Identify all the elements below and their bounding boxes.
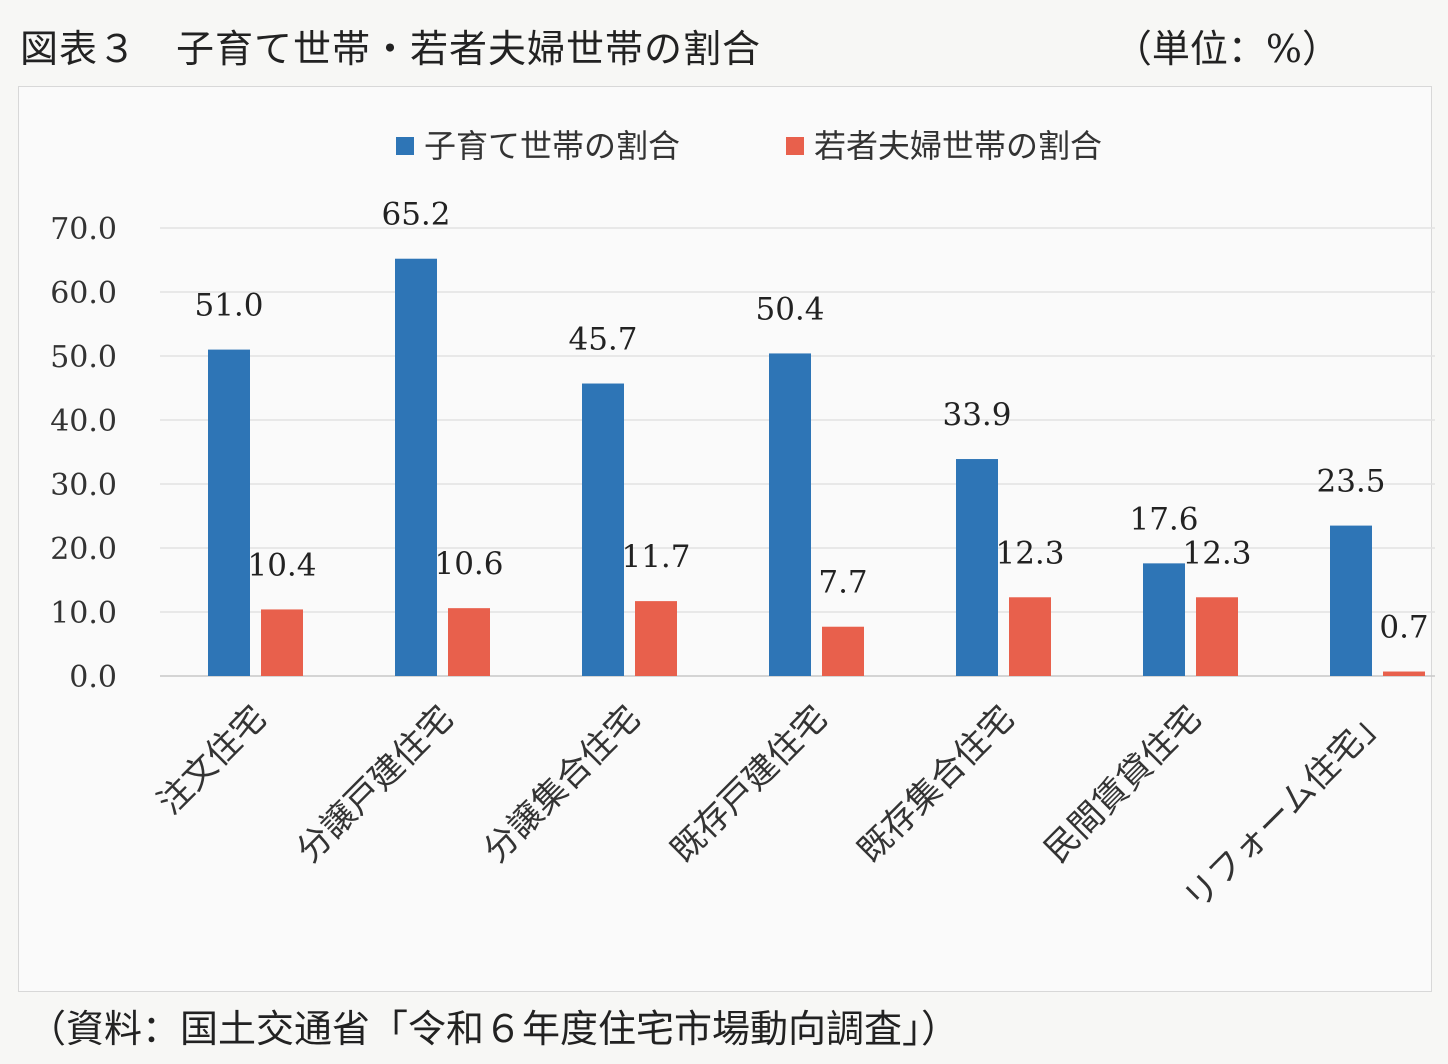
data-label: 17.6 bbox=[1129, 501, 1198, 537]
y-tick-label: 70.0 bbox=[50, 212, 117, 247]
bar-wakamono bbox=[448, 608, 490, 676]
y-tick-label: 10.0 bbox=[50, 596, 117, 631]
data-label: 33.9 bbox=[942, 397, 1011, 433]
x-category-label: リフォーム住宅」 bbox=[1176, 698, 1396, 918]
bar-kosodate bbox=[582, 383, 624, 676]
figure-title: 図表３ 子育て世帯・若者夫婦世帯の割合 bbox=[20, 27, 762, 71]
y-tick-label: 50.0 bbox=[50, 340, 117, 375]
bar-wakamono bbox=[261, 609, 303, 676]
legend-swatch bbox=[786, 137, 804, 155]
x-category-label: 民間賃貸住宅 bbox=[1037, 698, 1210, 871]
bar-wakamono bbox=[822, 626, 864, 676]
bar-kosodate bbox=[395, 258, 437, 676]
x-category-label: 既存集合住宅 bbox=[850, 698, 1023, 871]
x-category-label: 分譲戸建住宅 bbox=[289, 698, 462, 871]
y-tick-label: 60.0 bbox=[50, 276, 117, 311]
bar-wakamono bbox=[1196, 597, 1238, 676]
data-label: 0.7 bbox=[1379, 610, 1428, 646]
legend-label: 若者夫婦世帯の割合 bbox=[814, 127, 1102, 165]
legend-swatch bbox=[396, 137, 414, 155]
y-tick-label: 40.0 bbox=[50, 404, 117, 439]
bar-kosodate bbox=[769, 353, 811, 676]
data-label: 23.5 bbox=[1316, 464, 1385, 500]
x-category-label: 既存戸建住宅 bbox=[663, 698, 836, 871]
data-label: 45.7 bbox=[568, 322, 637, 358]
bar-kosodate bbox=[956, 459, 998, 676]
bar-kosodate bbox=[1143, 563, 1185, 676]
data-label: 12.3 bbox=[1182, 535, 1251, 571]
bar-wakamono bbox=[1009, 597, 1051, 676]
data-label: 12.3 bbox=[995, 535, 1064, 571]
data-label: 65.2 bbox=[381, 197, 450, 233]
data-label: 51.0 bbox=[194, 288, 263, 324]
bar-wakamono bbox=[635, 601, 677, 676]
data-label: 10.6 bbox=[434, 546, 503, 582]
data-label: 10.4 bbox=[247, 547, 316, 583]
bar-kosodate bbox=[1330, 525, 1372, 676]
legend-label: 子育て世帯の割合 bbox=[424, 127, 680, 165]
unit-label: （単位：%） bbox=[1113, 27, 1340, 71]
x-category-label: 注文住宅 bbox=[150, 698, 274, 822]
y-tick-label: 20.0 bbox=[50, 532, 117, 567]
x-category-label: 分譲集合住宅 bbox=[476, 698, 649, 871]
data-label: 50.4 bbox=[755, 291, 824, 327]
data-label: 7.7 bbox=[818, 565, 867, 601]
y-tick-label: 0.0 bbox=[69, 660, 117, 695]
source-note: （資料：国土交通省「令和６年度住宅市場動向調査」） bbox=[28, 1007, 960, 1051]
bar-kosodate bbox=[208, 349, 250, 676]
data-label: 11.7 bbox=[621, 539, 690, 575]
chart-frame bbox=[18, 86, 1432, 992]
bar-wakamono bbox=[1383, 671, 1425, 676]
y-tick-label: 30.0 bbox=[50, 468, 117, 503]
